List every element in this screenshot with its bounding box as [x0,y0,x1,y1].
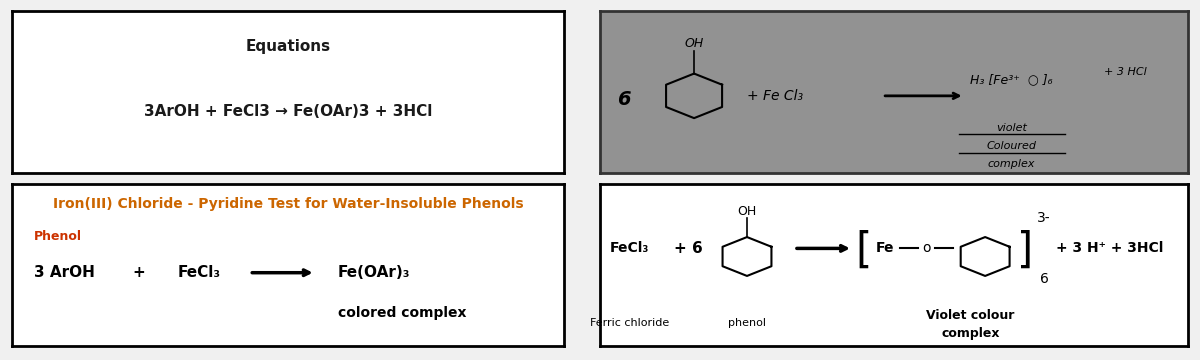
Text: Iron(III) Chloride - Pyridine Test for Water-Insoluble Phenols: Iron(III) Chloride - Pyridine Test for W… [53,197,523,211]
Text: 3ArOH + FeCl3 → Fe(OAr)3 + 3HCl: 3ArOH + FeCl3 → Fe(OAr)3 + 3HCl [144,104,432,119]
Text: OH: OH [737,205,757,218]
Text: 6: 6 [617,90,630,109]
Text: 3 ArOH: 3 ArOH [34,265,95,280]
Text: [: [ [856,229,872,271]
Text: complex: complex [941,327,1000,340]
Text: violet: violet [996,123,1027,133]
Text: +: + [132,265,145,280]
Text: + 3 HCl: + 3 HCl [1104,67,1147,77]
Text: phenol: phenol [728,318,766,328]
Text: FeCl₃: FeCl₃ [610,242,649,255]
Text: ]: ] [1018,229,1033,271]
Text: Equations: Equations [246,39,330,54]
Text: Fe(OAr)₃: Fe(OAr)₃ [337,265,410,280]
Text: Coloured: Coloured [986,141,1037,152]
Text: Fe: Fe [876,242,894,255]
Text: 3-: 3- [1037,211,1051,225]
Text: colored complex: colored complex [337,306,466,320]
Text: OH: OH [684,37,703,50]
Text: Phenol: Phenol [34,230,82,243]
Text: H₃ [Fe³⁺  ○ ]₆: H₃ [Fe³⁺ ○ ]₆ [971,73,1054,86]
Text: complex: complex [988,159,1036,169]
Text: + Fe Cl₃: + Fe Cl₃ [746,89,803,103]
Text: 6: 6 [1039,272,1049,286]
Text: + 3 H⁺ + 3HCl: + 3 H⁺ + 3HCl [1056,242,1163,255]
Text: + 6: + 6 [674,241,702,256]
Text: Ferric chloride: Ferric chloride [589,318,670,328]
Text: Violet colour: Violet colour [926,309,1015,322]
Text: o: o [922,242,930,255]
Text: FeCl₃: FeCl₃ [178,265,221,280]
